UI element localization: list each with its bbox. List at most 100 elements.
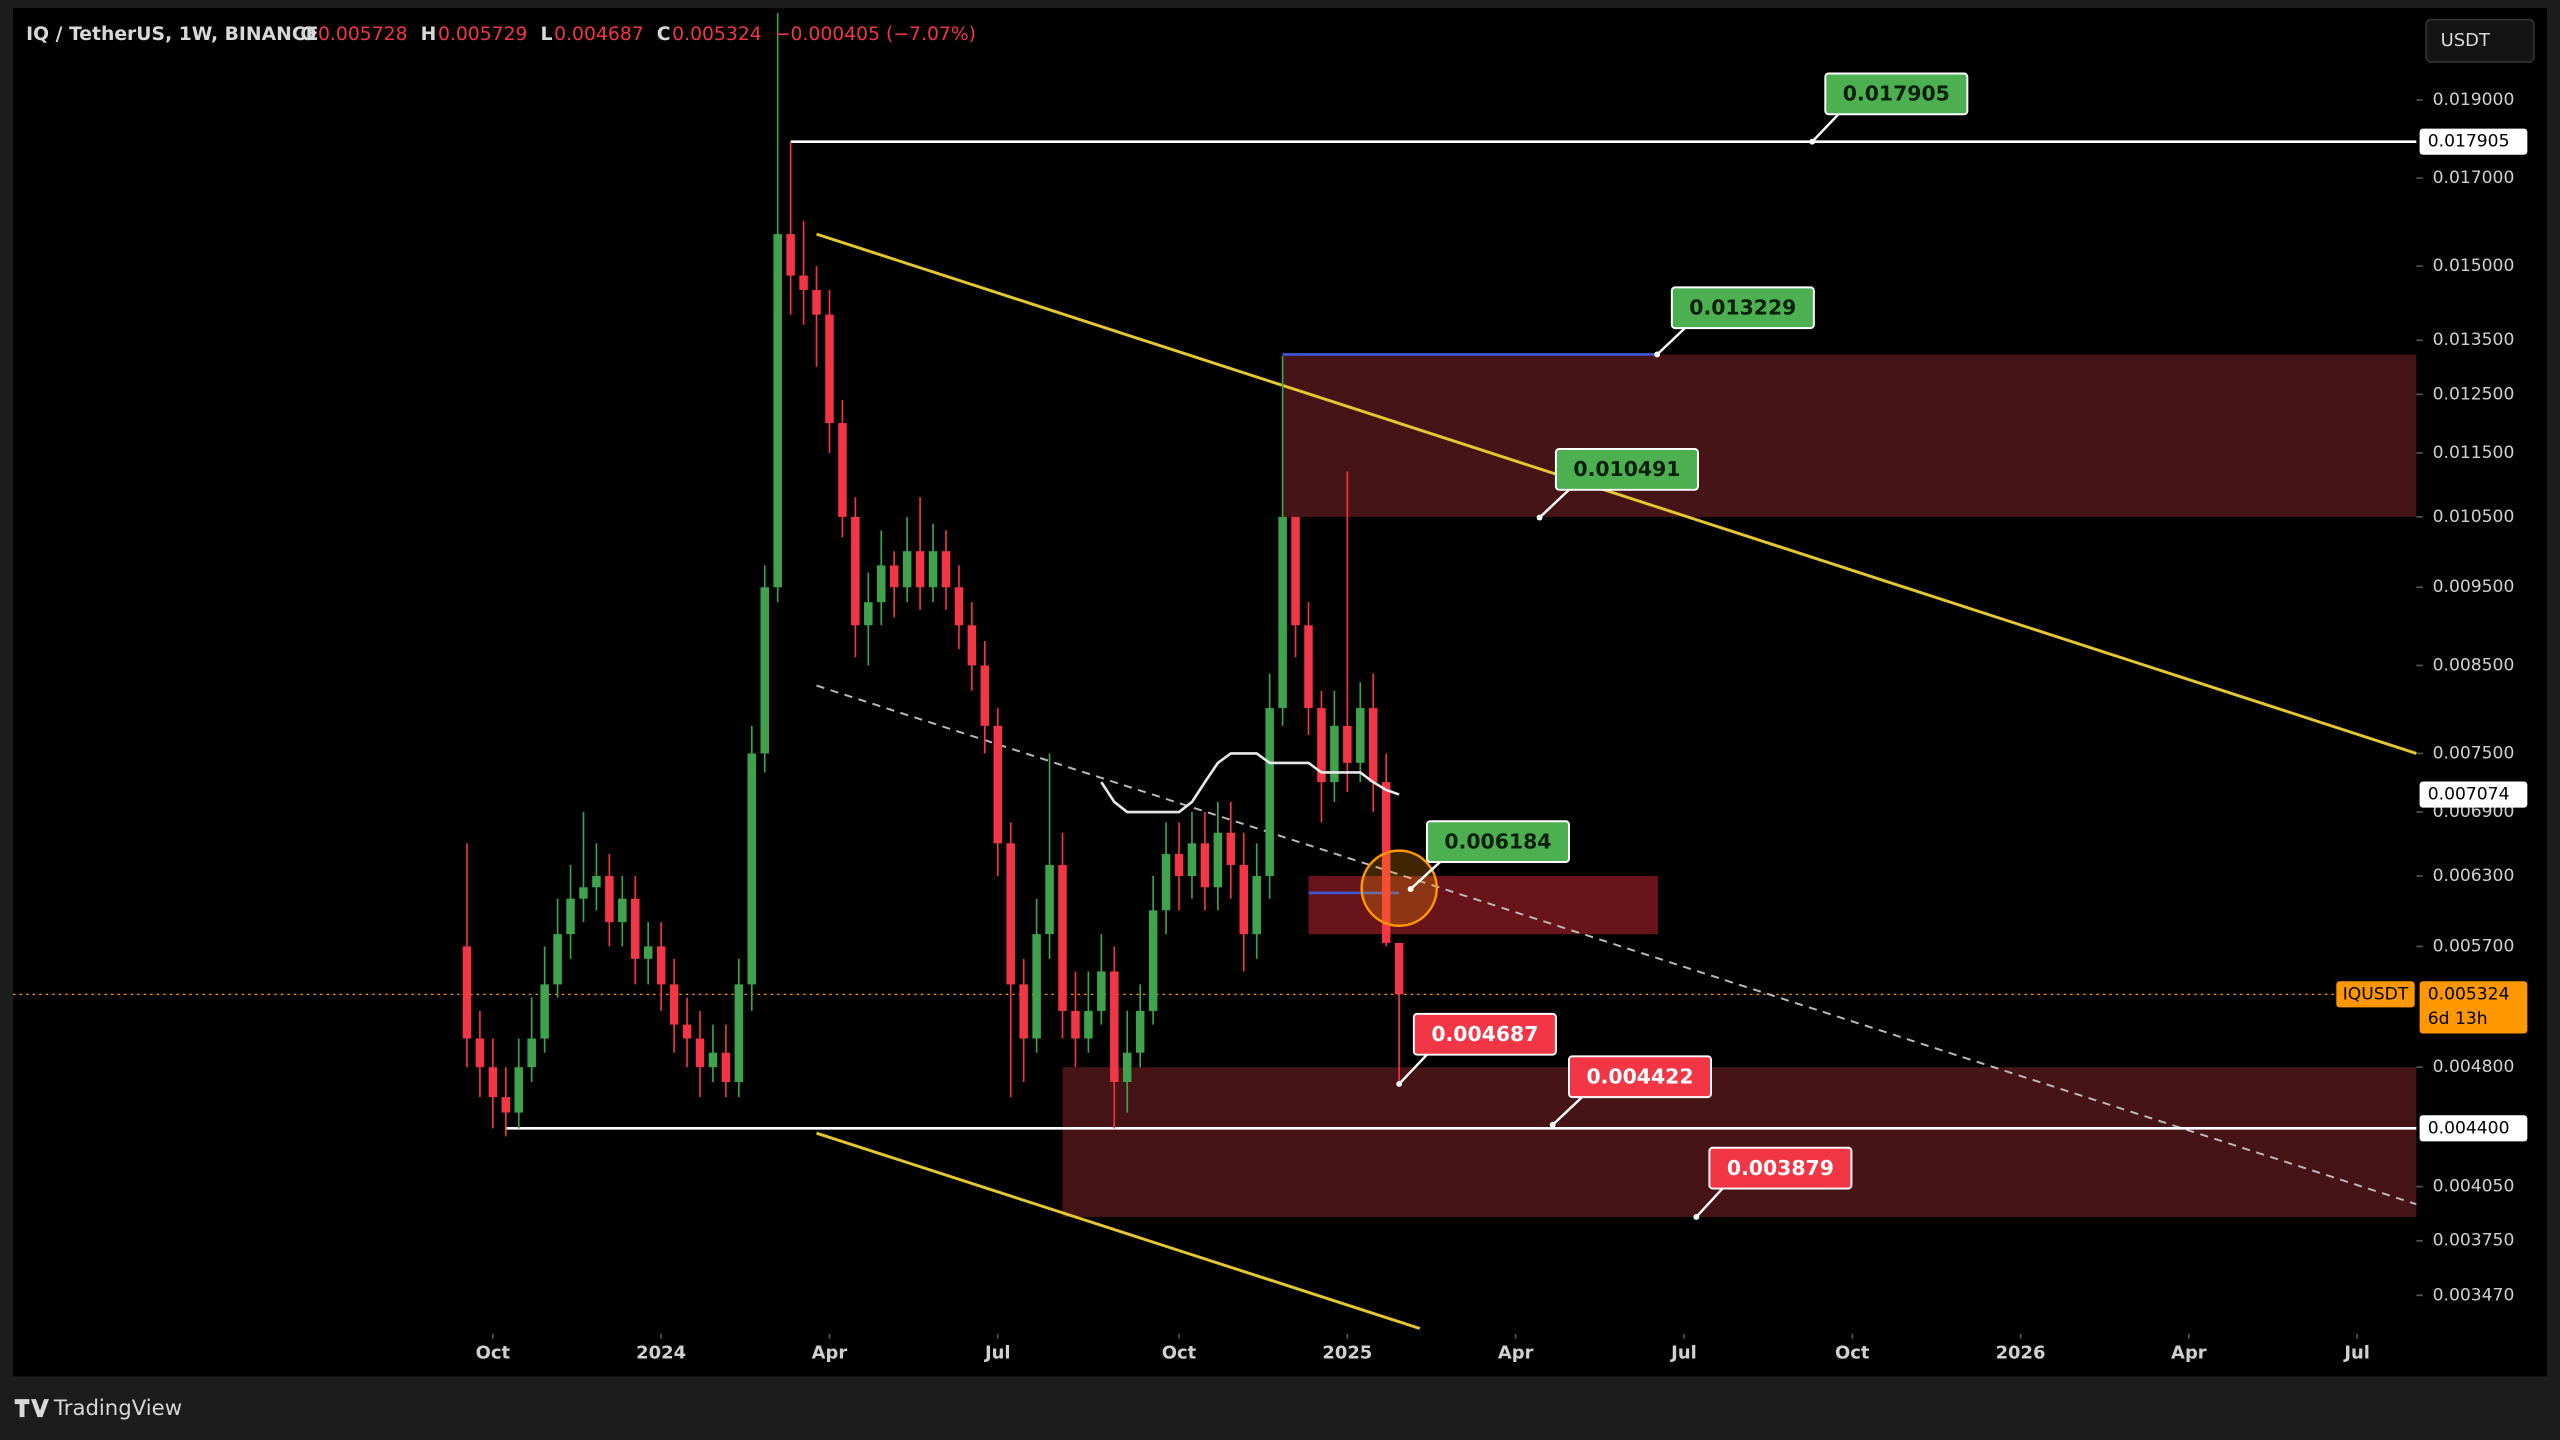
candle-body <box>488 1067 498 1098</box>
callout-pointer <box>1551 1096 1583 1126</box>
y-tick-label: 0.003750 <box>2433 1231 2515 1251</box>
candle-body <box>1330 725 1339 783</box>
candle-body <box>1200 843 1210 888</box>
x-tick-label: 2025 <box>1322 1342 1372 1363</box>
symbol-title: IQ / TetherUS, 1W, BINANCE <box>26 24 318 45</box>
callout-pointer <box>1398 1053 1428 1085</box>
callout-box <box>1568 1055 1712 1099</box>
candle-body <box>1381 782 1391 943</box>
candle-body <box>864 602 873 626</box>
candle-body <box>475 1038 485 1068</box>
callout-label: 0.003879 <box>1727 1156 1834 1180</box>
candle-body <box>1071 1010 1080 1039</box>
candle-body <box>928 551 938 588</box>
x-tick-label: Jul <box>1670 1342 1697 1363</box>
candle-body <box>1045 864 1054 935</box>
candle-body <box>1239 864 1249 935</box>
y-tick-label: 0.011500 <box>2433 443 2515 463</box>
countdown-label: 6d 13h <box>2428 1009 2488 1029</box>
callout-dot <box>1549 1121 1556 1128</box>
candle-body <box>514 1067 523 1113</box>
ohlc-value: 0.004687 <box>554 24 644 45</box>
candle-body <box>941 551 951 588</box>
callout-dot <box>1396 1081 1403 1087</box>
x-tick-label: 2024 <box>636 1342 686 1363</box>
axis-badge-label: 0.017905 <box>2428 132 2510 152</box>
candle-body <box>1161 854 1171 911</box>
candle-body <box>980 665 990 726</box>
y-tick-label: 0.003470 <box>2433 1285 2515 1305</box>
highlight-circle <box>1360 849 1438 927</box>
candle-body <box>669 984 679 1025</box>
candle-body <box>553 934 562 985</box>
y-tick-label: 0.012500 <box>2433 384 2515 404</box>
callout-box <box>1824 72 1969 116</box>
candle-body <box>1278 516 1287 709</box>
moving-average <box>1100 752 1400 814</box>
axis-badge <box>2419 128 2528 155</box>
candle-body <box>1174 854 1184 877</box>
candle-body <box>773 234 782 588</box>
brand-name: TradingView <box>53 1396 182 1421</box>
candle-body <box>1122 1052 1132 1082</box>
x-tick-label: 2026 <box>1996 1342 2046 1363</box>
y-tick-label: 0.017000 <box>2433 168 2515 188</box>
symbol-badge <box>2336 981 2415 1008</box>
candle-body <box>643 946 653 959</box>
y-tick-label: 0.008500 <box>2433 655 2515 675</box>
callout-pointer <box>1811 113 1840 143</box>
currency-button[interactable] <box>2425 18 2535 63</box>
candle-body <box>1148 910 1158 1011</box>
candle-body <box>540 984 549 1039</box>
candle-body <box>1032 934 1041 1039</box>
candle-body <box>1058 864 1067 1011</box>
candle-body <box>1006 843 1015 985</box>
callout-box <box>1670 286 1815 330</box>
ohlc-key: H <box>421 24 437 45</box>
candle-body <box>902 551 912 588</box>
ohlc-key: O <box>300 24 316 45</box>
candle-body <box>592 876 601 888</box>
candle-body <box>1291 516 1300 626</box>
candle-body <box>838 423 847 517</box>
last-price-label: 0.005324 <box>2428 984 2510 1004</box>
candle-body <box>889 565 899 588</box>
candle-body <box>1265 708 1274 877</box>
callout-box <box>1554 448 1699 491</box>
candle-body <box>1097 971 1106 1011</box>
callout-label: 0.013229 <box>1689 296 1796 320</box>
callout-dot <box>1536 514 1543 521</box>
candle-body <box>618 898 627 923</box>
brand-logo <box>14 1399 49 1418</box>
callout-label: 0.004687 <box>1431 1022 1538 1046</box>
trendline <box>816 232 2417 755</box>
symbol-label: IQUSDT <box>2343 984 2409 1004</box>
y-tick-label: 0.004800 <box>2433 1057 2515 1077</box>
x-tick-label: Apr <box>812 1342 848 1363</box>
candle-body <box>954 587 964 626</box>
candle-body <box>760 587 769 754</box>
candle-body <box>631 898 640 959</box>
candle-body <box>812 289 821 315</box>
candle-body <box>993 725 1003 844</box>
currency-label[interactable]: USDT <box>2441 30 2491 51</box>
candle-body <box>1304 625 1313 709</box>
y-tick-label: 0.009500 <box>2433 577 2515 597</box>
callout-dot <box>1654 351 1661 358</box>
callout-box <box>1708 1146 1853 1190</box>
callout-label: 0.010491 <box>1573 457 1680 481</box>
x-tick-label: Jul <box>2343 1342 2370 1363</box>
plot-layer <box>13 13 2417 1330</box>
callout-dot <box>1407 886 1414 893</box>
callout-label: 0.017905 <box>1843 82 1950 106</box>
candle-body <box>462 946 472 1039</box>
callout-dot <box>1809 138 1816 145</box>
candle-body <box>967 625 977 666</box>
callout-box <box>1412 1012 1557 1056</box>
candle-body <box>605 876 614 923</box>
candle-body <box>501 1097 511 1113</box>
x-tick-label: Jul <box>984 1342 1011 1363</box>
candle-body <box>1394 942 1404 995</box>
